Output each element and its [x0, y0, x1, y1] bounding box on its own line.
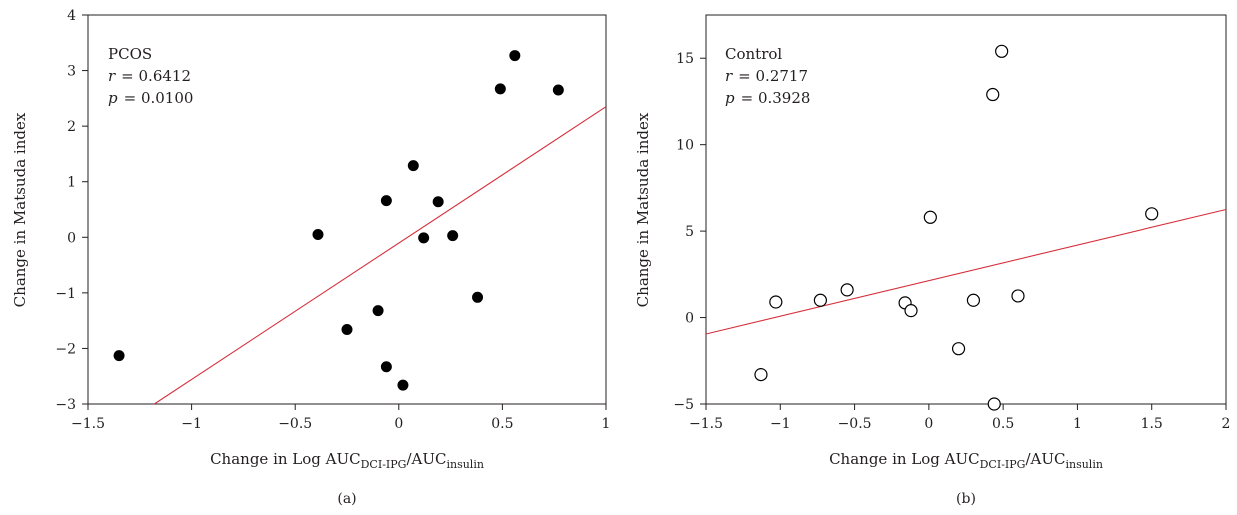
- data-point-b: [904, 304, 918, 318]
- x-tick-label-a: 1: [602, 416, 611, 432]
- data-point-a: [432, 196, 444, 208]
- data-point-b: [951, 342, 966, 356]
- y-ticks-a: −3 −2 −1 0 1 2 3 4: [55, 8, 88, 413]
- r-statistic-a: r = 0.6412: [108, 67, 191, 85]
- panel-a: −1.5 −1 −0.5 0 0.5 1 −3 −2 −1 0 1 2 3 4 PCOS r = 0.64…: [11, 8, 610, 507]
- data-point-a: [380, 361, 392, 373]
- data-point-a: [397, 379, 409, 391]
- y-tick-label-b: 5: [685, 224, 694, 240]
- data-point-b: [966, 293, 981, 307]
- x-ticks-b: −1.5 −1 −0.5 0 0.5 1 1.5 2: [689, 404, 1230, 432]
- data-point-b: [923, 210, 937, 224]
- p-statistic-a: p = 0.0100: [108, 89, 193, 107]
- regression-line-a: [154, 106, 607, 405]
- data-point-b: [769, 295, 783, 309]
- data-point-a: [418, 232, 430, 244]
- y-tick-label-a: −1: [55, 286, 76, 302]
- data-points-a: [113, 50, 564, 391]
- p-statistic-b: p = 0.3928: [725, 89, 810, 107]
- data-point-b: [1145, 207, 1159, 221]
- data-point-a: [113, 350, 125, 362]
- y-axis-label-a: Change in Matsuda index: [11, 112, 29, 307]
- data-point-b: [1011, 289, 1025, 303]
- data-point-b: [840, 283, 854, 297]
- y-tick-label-b: 15: [676, 51, 694, 67]
- y-axis-label-b: Change in Matsuda index: [634, 112, 652, 307]
- panel-label-a: (a): [337, 491, 356, 507]
- y-tick-label-a: 2: [67, 119, 76, 135]
- x-tick-label-b: 1.5: [1141, 416, 1163, 432]
- data-point-a: [472, 291, 484, 303]
- data-point-a: [509, 50, 521, 62]
- group-label-a: PCOS: [108, 45, 152, 63]
- y-tick-label-a: 0: [67, 230, 76, 246]
- data-point-b: [995, 44, 1009, 58]
- data-point-a: [372, 305, 384, 317]
- data-point-a: [341, 324, 353, 336]
- data-point-b: [754, 368, 768, 382]
- data-points-b: [754, 44, 1159, 411]
- x-tick-label-b: −0.5: [838, 416, 872, 432]
- r-statistic-b: r = 0.2717: [725, 67, 808, 85]
- data-point-a: [447, 230, 459, 242]
- data-point-a: [380, 195, 392, 207]
- panel-label-b: (b): [956, 491, 976, 507]
- y-tick-label-a: 4: [67, 8, 76, 24]
- y-tick-label-a: 3: [67, 64, 76, 80]
- data-point-b: [813, 293, 828, 307]
- x-tick-label-a: −1.5: [71, 416, 105, 432]
- y-tick-label-a: 1: [67, 175, 76, 191]
- data-point-b: [987, 397, 1001, 411]
- x-tick-label-a: 0: [394, 416, 403, 432]
- x-tick-label-b: −1.5: [689, 416, 723, 432]
- data-point-a: [312, 229, 324, 241]
- y-ticks-b: −5 0 5 10 15: [673, 51, 706, 413]
- x-tick-label-b: 1: [1073, 416, 1082, 432]
- data-point-a: [407, 160, 419, 172]
- regression-line-b: [705, 208, 1227, 335]
- x-ticks-a: −1.5 −1 −0.5 0 0.5 1: [71, 404, 610, 432]
- x-tick-label-b: −1: [770, 416, 791, 432]
- x-tick-label-a: −0.5: [278, 416, 312, 432]
- x-tick-label-b: 0: [924, 416, 933, 432]
- x-tick-label-a: 0.5: [491, 416, 513, 432]
- y-tick-label-b: −5: [673, 397, 694, 413]
- x-axis-label-b: Change in Log AUCDCI-IPG/AUCinsulin: [829, 450, 1103, 471]
- y-tick-label-a: −2: [55, 341, 76, 357]
- data-point-a: [552, 84, 564, 96]
- y-tick-label-b: 0: [685, 311, 694, 327]
- data-point-a: [494, 83, 506, 95]
- x-tick-label-b: 0.5: [992, 416, 1014, 432]
- y-tick-label-a: −3: [55, 397, 76, 413]
- x-tick-label-b: 2: [1222, 416, 1231, 432]
- plot-frame-a: [87, 14, 607, 405]
- panel-b: −1.5 −1 −0.5 0 0.5 1 1.5 2 −5 0 5 10 15 Control r = …: [634, 14, 1230, 507]
- x-tick-label-a: −1: [181, 416, 202, 432]
- data-point-b: [986, 87, 1000, 102]
- y-tick-label-b: 10: [676, 138, 694, 154]
- group-label-b: Control: [725, 45, 782, 63]
- x-axis-label-a: Change in Log AUCDCI-IPG/AUCinsulin: [210, 450, 484, 471]
